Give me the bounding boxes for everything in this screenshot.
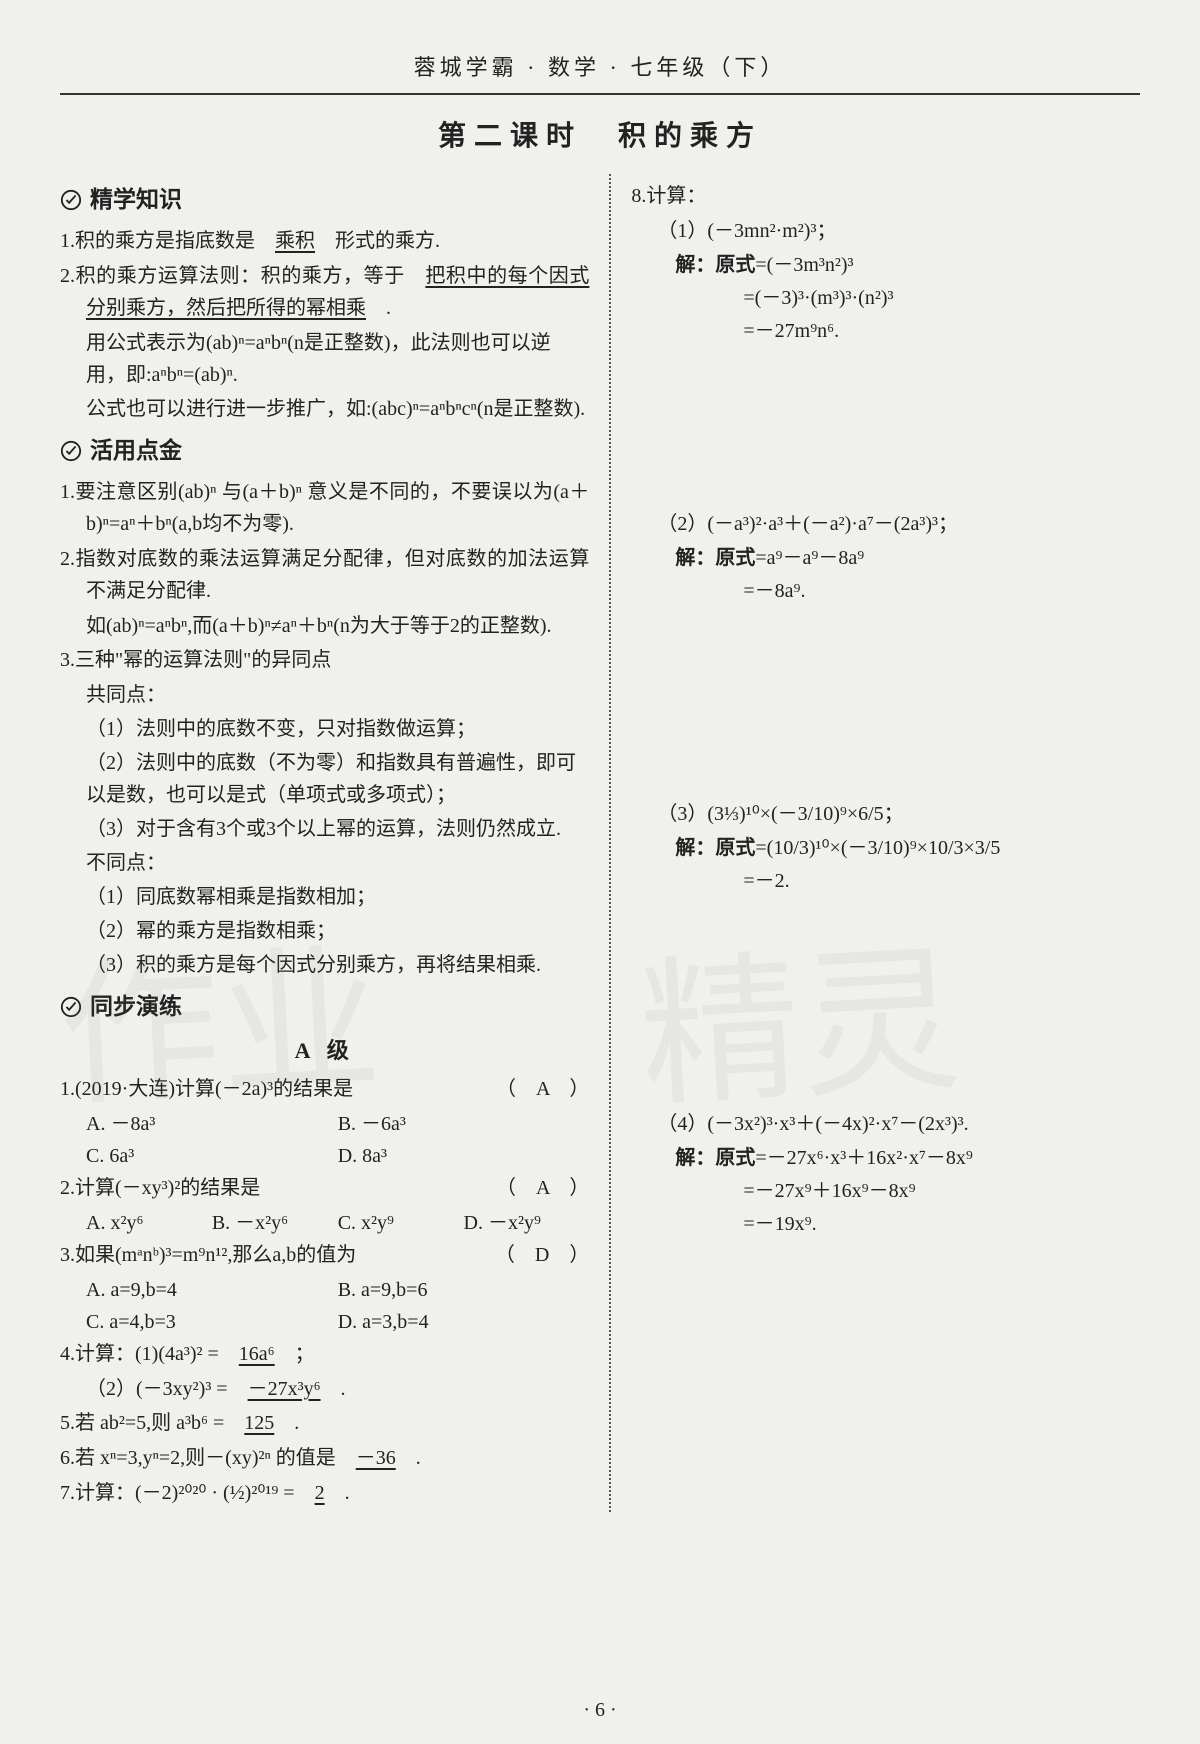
mc-question: 3.如果(mᵃnᵇ)³=m⁹n¹²,那么a,b的值为 （ D ） <box>60 1239 589 1271</box>
solution-block: 解：原式=(－3m³n²)³ =(－3)³·(m³)³·(n²)³ =－27m⁹… <box>631 249 1140 347</box>
option: A. a=9,b=4 <box>86 1274 338 1306</box>
section-header-exercise: 同步演练 <box>60 989 589 1026</box>
tip-item: 3.三种"幂的运算法则"的异同点 <box>60 644 589 676</box>
option: A. x²y⁶ <box>86 1207 212 1239</box>
lesson-title: 第二课时 积的乘方 <box>60 115 1140 160</box>
mc-answer: （ A ） <box>522 1073 589 1105</box>
checkmark-icon <box>60 189 82 211</box>
level-label: A 级 <box>60 1033 589 1068</box>
tip-subline: （3）积的乘方是每个因式分别乘方，再将结果相乘. <box>60 949 589 981</box>
knowledge-subline: 公式也可以进行进一步推广，如:(abc)ⁿ=aⁿbⁿcⁿ(n是正整数). <box>60 393 589 425</box>
tip-subline: （2）法则中的底数（不为零）和指数具有普遍性，即可以是数，也可以是式（单项式或多… <box>60 747 589 811</box>
checkmark-icon <box>60 996 82 1018</box>
option: D. －x²y⁹ <box>464 1207 590 1239</box>
tip-diff-label: 不同点： <box>60 847 589 879</box>
solution-block: 解：原式=a⁹－a⁹－8a⁹ =－8a⁹. <box>631 542 1140 607</box>
section-header-tips: 活用点金 <box>60 433 589 470</box>
tip-item: 1.要注意区别(ab)ⁿ 与(a＋b)ⁿ 意义是不同的，不要误以为(a＋b)ⁿ=… <box>60 476 589 540</box>
checkmark-icon <box>60 440 82 462</box>
section-title: 同步演练 <box>90 989 182 1026</box>
tip-subline: （3）对于含有3个或3个以上幂的运算，法则仍然成立. <box>60 813 589 845</box>
option: D. a=3,b=4 <box>338 1306 590 1338</box>
section-title: 精学知识 <box>90 182 182 219</box>
tip-subline: 如(ab)ⁿ=aⁿbⁿ,而(a＋b)ⁿ≠aⁿ＋bⁿ(n为大于等于2的正整数). <box>60 610 589 642</box>
options-row: A. －8a³ B. －6a³ C. 6a³ D. 8a³ <box>60 1108 589 1172</box>
tip-subline: （1）法则中的底数不变，只对指数做运算； <box>60 713 589 745</box>
option: C. 6a³ <box>86 1140 338 1172</box>
options-row: A. a=9,b=4 B. a=9,b=6 C. a=4,b=3 D. a=3,… <box>60 1274 589 1338</box>
calc-subquestion: （2）(－a³)²·a³＋(－a²)·a⁷－(2a³)³； <box>631 508 1140 540</box>
option: C. x²y⁹ <box>338 1207 464 1239</box>
mc-question: 2.计算(－xy³)²的结果是 （ A ） <box>60 1172 589 1204</box>
tip-subline: （2）幂的乘方是指数相乘； <box>60 915 589 947</box>
calc-subquestion: （1）(－3mn²·m²)³； <box>631 215 1140 247</box>
tip-common-label: 共同点： <box>60 679 589 711</box>
section-title: 活用点金 <box>90 433 182 470</box>
solution-block: 解：原式=(10/3)¹⁰×(－3/10)⁹×10/3×3/5 =－2. <box>631 832 1140 897</box>
solution-block: 解：原式=－27x⁶·x³＋16x²·x⁷－8x⁹ =－27x⁹＋16x⁹－8x… <box>631 1142 1140 1240</box>
page-number: · 6 · <box>0 1694 1200 1726</box>
calc-subquestion: （4）(－3x²)³·x³＋(－4x)²·x⁷－(2x³)³. <box>631 1108 1140 1140</box>
option: B. －x²y⁶ <box>212 1207 338 1239</box>
option: B. －6a³ <box>338 1108 590 1140</box>
fill-question: 4.计算：(1)(4a³)² = 16a⁶ ； <box>60 1338 589 1370</box>
column-divider <box>609 174 611 1512</box>
fill-question: 7.计算：(－2)²⁰²⁰ · (½)²⁰¹⁹ = 2 . <box>60 1477 589 1509</box>
tip-subline: （1）同底数幂相乘是指数相加； <box>60 881 589 913</box>
knowledge-item: 1.积的乘方是指底数是 乘积 形式的乘方. <box>60 225 589 257</box>
fill-subpart: （2）(－3xy²)³ = －27x³y⁶ . <box>60 1373 589 1405</box>
calc-subquestion: （3）(3⅓)¹⁰×(－3/10)⁹×6/5； <box>631 798 1140 830</box>
two-column-layout: 精学知识 1.积的乘方是指底数是 乘积 形式的乘方. 2.积的乘方运算法则：积的… <box>60 174 1140 1512</box>
fill-question: 6.若 xⁿ=3,yⁿ=2,则－(xy)²ⁿ 的值是 －36 . <box>60 1442 589 1474</box>
knowledge-item: 2.积的乘方运算法则：积的乘方，等于 把积中的每个因式分别乘方，然后把所得的幂相… <box>60 260 589 324</box>
mc-answer: （ D ） <box>521 1239 589 1271</box>
option: A. －8a³ <box>86 1108 338 1140</box>
mc-answer: （ A ） <box>522 1172 589 1204</box>
mc-question: 1.(2019·大连)计算(－2a)³的结果是 （ A ） <box>60 1073 589 1105</box>
book-header: 蓉城学霸 · 数学 · 七年级（下） <box>60 50 1140 95</box>
option: D. 8a³ <box>338 1140 590 1172</box>
option: C. a=4,b=3 <box>86 1306 338 1338</box>
option: B. a=9,b=6 <box>338 1274 590 1306</box>
knowledge-subline: 用公式表示为(ab)ⁿ=aⁿbⁿ(n是正整数)，此法则也可以逆用，即:aⁿbⁿ=… <box>60 327 589 391</box>
right-column: 8.计算： （1）(－3mn²·m²)³； 解：原式=(－3m³n²)³ =(－… <box>631 174 1140 1512</box>
fill-question: 5.若 ab²=5,则 a³b⁶ = 125 . <box>60 1407 589 1439</box>
calc-question-header: 8.计算： <box>631 180 1140 212</box>
section-header-knowledge: 精学知识 <box>60 182 589 219</box>
options-row: A. x²y⁶ B. －x²y⁶ C. x²y⁹ D. －x²y⁹ <box>60 1207 589 1239</box>
left-column: 精学知识 1.积的乘方是指底数是 乘积 形式的乘方. 2.积的乘方运算法则：积的… <box>60 174 589 1512</box>
tip-item: 2.指数对底数的乘法运算满足分配律，但对底数的加法运算不满足分配律. <box>60 543 589 607</box>
